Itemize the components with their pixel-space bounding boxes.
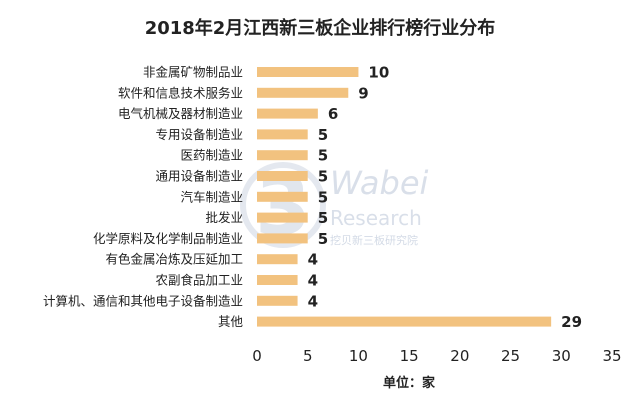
value-label: 5	[318, 147, 328, 165]
bar	[257, 212, 308, 223]
x-tick-label: 20	[450, 347, 469, 365]
value-label: 4	[308, 292, 318, 310]
x-axis-ticks: 0 5 10 15 20 25 30 35	[252, 347, 621, 365]
bar	[257, 108, 318, 119]
category-label: 电气机械及器材制造业	[118, 106, 243, 121]
category-label: 软件和信息技术服务业	[118, 85, 243, 100]
category-label: 农副食品加工业	[155, 273, 243, 288]
value-label: 5	[318, 188, 328, 206]
x-tick-label: 30	[552, 347, 571, 365]
x-tick-label: 10	[349, 347, 368, 365]
bar	[257, 275, 298, 285]
bar	[257, 150, 308, 161]
x-tick-label: 15	[400, 347, 419, 365]
x-tick-label: 5	[303, 347, 313, 365]
category-label: 其他	[218, 314, 244, 329]
value-label: 5	[318, 230, 328, 248]
value-label: 4	[308, 272, 318, 290]
value-label: 10	[368, 64, 389, 82]
category-label: 专用设备制造业	[155, 127, 243, 142]
category-label: 批发业	[205, 210, 243, 225]
x-tick-label: 35	[602, 347, 621, 365]
watermark-brand-bottom: Research	[330, 206, 422, 230]
x-axis-label: 单位：家	[383, 375, 436, 391]
bar	[257, 129, 308, 140]
bar	[257, 254, 298, 265]
value-label: 9	[358, 84, 368, 102]
value-label: 6	[328, 105, 338, 123]
bar	[257, 233, 308, 244]
value-label: 5	[318, 168, 328, 186]
x-tick-label: 0	[252, 347, 262, 365]
bar	[257, 171, 308, 181]
value-label: 5	[318, 126, 328, 144]
bar	[257, 67, 359, 77]
category-label: 计算机、通信和其他电子设备制造业	[43, 293, 243, 308]
category-label: 非金属矿物制品业	[143, 65, 243, 80]
bar	[257, 87, 349, 98]
value-label: 4	[308, 251, 318, 269]
chart-title: 2018年2月江西新三板企业排行榜行业分布	[145, 17, 496, 39]
category-labels: 非金属矿物制品业软件和信息技术服务业电气机械及器材制造业专用设备制造业医药制造业…	[43, 65, 244, 330]
bars-group	[257, 67, 552, 327]
bar	[257, 191, 308, 202]
watermark-ring	[240, 162, 326, 248]
category-label: 汽车制造业	[180, 189, 243, 204]
category-label: 医药制造业	[180, 148, 243, 163]
watermark-brand-top: Wabei	[330, 164, 429, 202]
bar	[257, 316, 552, 327]
category-label: 通用设备制造业	[155, 169, 243, 184]
category-label: 有色金属冶炼及压延加工	[105, 252, 243, 267]
value-label: 29	[561, 313, 582, 331]
value-label: 5	[318, 209, 328, 227]
bar	[257, 295, 298, 306]
watermark-brand-cn: 挖贝新三板研究院	[330, 233, 418, 247]
category-label: 化学原料及化学制品制造业	[93, 231, 243, 246]
x-tick-label: 25	[501, 347, 520, 365]
